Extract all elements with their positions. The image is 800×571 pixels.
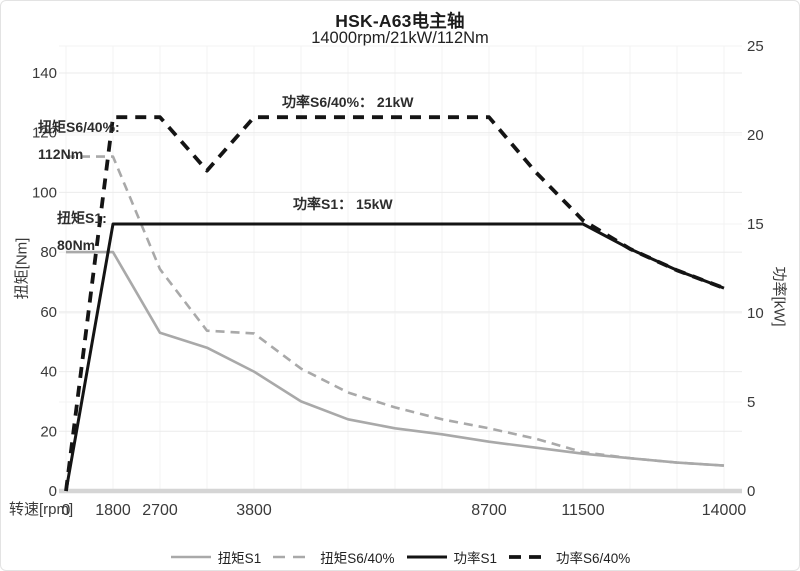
svg-text:3800: 3800 [236, 502, 272, 519]
svg-text:0: 0 [747, 483, 755, 500]
legend-item-power-s1: 功率S1 [406, 547, 498, 567]
svg-text:10: 10 [747, 305, 764, 322]
svg-text:100: 100 [32, 184, 57, 201]
svg-text:14000: 14000 [702, 502, 747, 519]
svg-text:60: 60 [40, 304, 57, 321]
svg-text:120: 120 [32, 125, 57, 142]
svg-text:0: 0 [62, 502, 71, 519]
svg-text:20: 20 [40, 423, 57, 440]
svg-text:1800: 1800 [95, 502, 131, 519]
legend-line-sample-power-s6-40 [509, 555, 550, 559]
svg-text:20: 20 [747, 127, 764, 144]
x-axis-title: 转速[rpm] [9, 501, 74, 518]
series-power-s6-40 [64, 115, 725, 492]
ann-torque-s6: 扭矩S6/40%: 112Nm [38, 119, 120, 162]
svg-text:40: 40 [40, 364, 57, 381]
legend-item-power-s6-40: 功率S6/40% [508, 547, 630, 567]
svg-text:11500: 11500 [561, 502, 604, 519]
svg-text:8700: 8700 [471, 502, 507, 519]
left-tick-labels: 0 20 40 60 80 100 120 140 [32, 65, 57, 500]
right-axis-title: 功率[kW] [770, 266, 788, 327]
legend-label-torque-s6-40: 扭矩S6/40% [320, 551, 395, 566]
ann-torque-s1: 扭矩S1: 80Nm [57, 210, 107, 253]
legend-item-torque-s6-40: 扭矩S6/40% [272, 547, 395, 567]
legend-label-torque-s1: 扭矩S1 [217, 551, 262, 566]
left-axis-gridlines [59, 72, 742, 432]
legend-line-sample-power-s1 [406, 555, 447, 559]
legend-line-sample-torque-s6-40 [273, 555, 314, 559]
svg-text:140: 140 [32, 65, 57, 82]
left-axis-title: 扭矩[Nm] [13, 237, 31, 300]
ann-power-s6: 功率S6/40%： 21kW [282, 94, 414, 110]
chart-subtitle: 14000rpm/21kW/112Nm [311, 29, 489, 47]
legend-label-power-s6-40: 功率S6/40% [556, 551, 631, 566]
svg-text:15: 15 [747, 216, 764, 233]
right-tick-labels: 0 5 10 15 20 25 [747, 38, 764, 500]
svg-text:25: 25 [747, 38, 764, 55]
chart-title: HSK-A63电主轴 [335, 11, 465, 31]
legend: 扭矩S1 扭矩S6/40% 功率S1 功率S6/40% [1, 544, 799, 570]
series-torque-s6-40 [66, 155, 725, 467]
svg-text:5: 5 [747, 394, 755, 411]
legend-label-power-s1: 功率S1 [453, 551, 498, 566]
legend-item-torque-s1: 扭矩S1 [170, 547, 262, 567]
ann-power-s1: 功率S1： 15kW [293, 196, 393, 212]
vertical-gridlines [65, 46, 725, 491]
legend-line-sample-torque-s1 [170, 555, 211, 559]
svg-text:0: 0 [49, 483, 57, 500]
x-tick-labels: 0 1800 2700 3800 8700 11500 14000 [62, 502, 747, 519]
svg-text:2700: 2700 [142, 502, 178, 519]
svg-text:80: 80 [40, 244, 57, 261]
